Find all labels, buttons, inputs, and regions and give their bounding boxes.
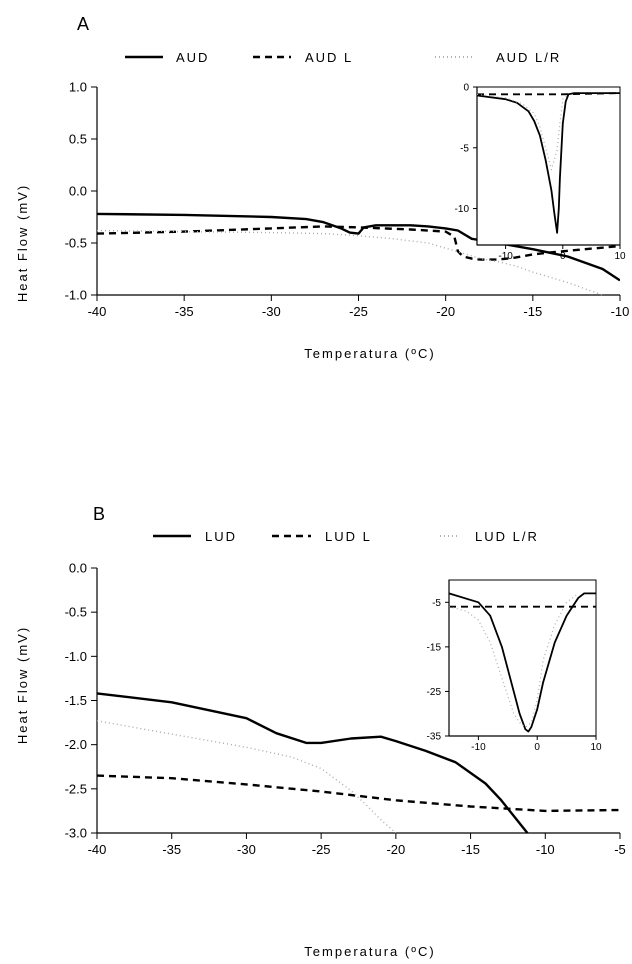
panel-a-x-tick-label: -35 [175,304,194,319]
panel-a-inset-x-tick-label: 0 [560,251,566,262]
panel-b-inset-y-tick-label: -15 [427,642,442,653]
panel-b-inset-y-tick-label: -5 [432,598,441,609]
panel-a-x-tick-label: -30 [262,304,281,319]
panel-b-x-tick-label: -30 [237,842,256,857]
legend-label-aud: AUD [176,50,209,65]
panel-a-y-tick-label: -0.5 [65,236,87,251]
panel-b-inset-x-tick-label: 0 [534,742,540,753]
legend-label-lud-lr: LUD L/R [475,529,539,544]
panel-b-plot: -40 -35 -30 -25 -20 -15 -10 -5 0.0 -0.5 -1.0 -1.5 -2… [65,561,626,858]
panel-b-x-tick-label: -25 [312,842,331,857]
panel-a-inset-y-tick-label: 0 [463,83,469,94]
legend-label-aud-l: AUD L [305,50,353,65]
panel-b-series-lud-l [97,774,620,813]
panel-a-x-axis-label: Temperatura (ºC) [304,346,435,361]
panel-b-inset: -10 0 10 -5 -15 -25 -35 [427,579,602,753]
panel-b-x-tick-label: -35 [162,842,181,857]
panel-b-x-tick-label: -10 [536,842,555,857]
panel-b-y-tick-label: -1.5 [65,693,87,708]
panel-a-y-tick-label: 1.0 [69,80,87,95]
panel-a-legend: AUD AUD L AUD L/R [125,50,561,65]
panel-b-y-tick-label: -0.5 [65,605,87,620]
legend-label-lud-l: LUD L [325,529,372,544]
panel-a-y-tick-label: 0.5 [69,132,87,147]
panel-b-inset-y-tick-label: -35 [427,732,442,743]
panel-b-x-tick-label: -5 [614,842,626,857]
panel-b-y-tick-label: -3.0 [65,826,87,841]
panel-a-series-aud-l [97,225,620,261]
panel-b-y-tick-label: 0.0 [69,561,87,576]
panel-a-x-tick-label: -20 [436,304,455,319]
panel-a-x-tick-label: -25 [349,304,368,319]
panel-a-inset-y-tick-label: -5 [460,143,469,154]
panel-a-inset-series-aud-l-r [477,93,569,171]
panel-b-label: B [93,504,105,524]
panel-a-inset-x-tick-label: 10 [614,251,626,262]
panel-a-inset-series-aud [477,92,620,234]
panel-b-inset-x-tick-label: -10 [471,742,486,753]
panel-a-series-aud-l-r [97,229,603,296]
panel-a-inset-x-tick-label: -10 [498,251,513,262]
panel-b-inset-x-tick-label: 10 [590,742,602,753]
panel-b: B LUD LUD L LUD L/R Heat Flow (mV) Tempe… [15,504,626,959]
panel-a-y-tick-label: -1.0 [65,288,87,303]
panel-b-y-tick-label: -2.0 [65,737,87,752]
panel-b-series-lud [97,692,529,834]
panel-a: A AUD AUD L AUD L/R Heat Flow (mV) Tempe… [15,14,629,361]
panel-a-x-tick-label: -10 [611,304,630,319]
panel-a-series-aud [97,212,620,282]
legend-label-lud: LUD [205,529,237,544]
panel-b-x-tick-label: -20 [386,842,405,857]
panel-a-x-tick-label: -15 [523,304,542,319]
panel-a-x-tick-label: -40 [88,304,107,319]
panel-b-x-tick-label: -40 [88,842,107,857]
panel-a-y-axis-label: Heat Flow (mV) [15,184,30,302]
panel-a-inset: -10 0 10 0 -5 -10 [455,83,626,263]
panel-b-y-tick-label: -1.0 [65,649,87,664]
panel-a-label: A [77,14,89,34]
panel-b-x-tick-label: -15 [461,842,480,857]
panel-a-inset-frame [476,86,621,246]
panel-b-y-axis-label: Heat Flow (mV) [15,626,30,744]
panel-a-y-tick-label: 0.0 [69,184,87,199]
panel-a-inset-y-tick-label: -10 [455,204,470,215]
legend-label-aud-lr: AUD L/R [496,50,561,65]
panel-a-plot: -40 -35 -30 -25 -20 -15 -10 1.0 0.5 0.0 -0.5 -1.0 [65,80,630,320]
panel-b-x-axis-label: Temperatura (ºC) [304,944,435,959]
panel-b-y-tick-label: -2.5 [65,781,87,796]
panel-b-inset-y-tick-label: -25 [427,687,442,698]
panel-b-legend: LUD LUD L LUD L/R [153,529,539,544]
